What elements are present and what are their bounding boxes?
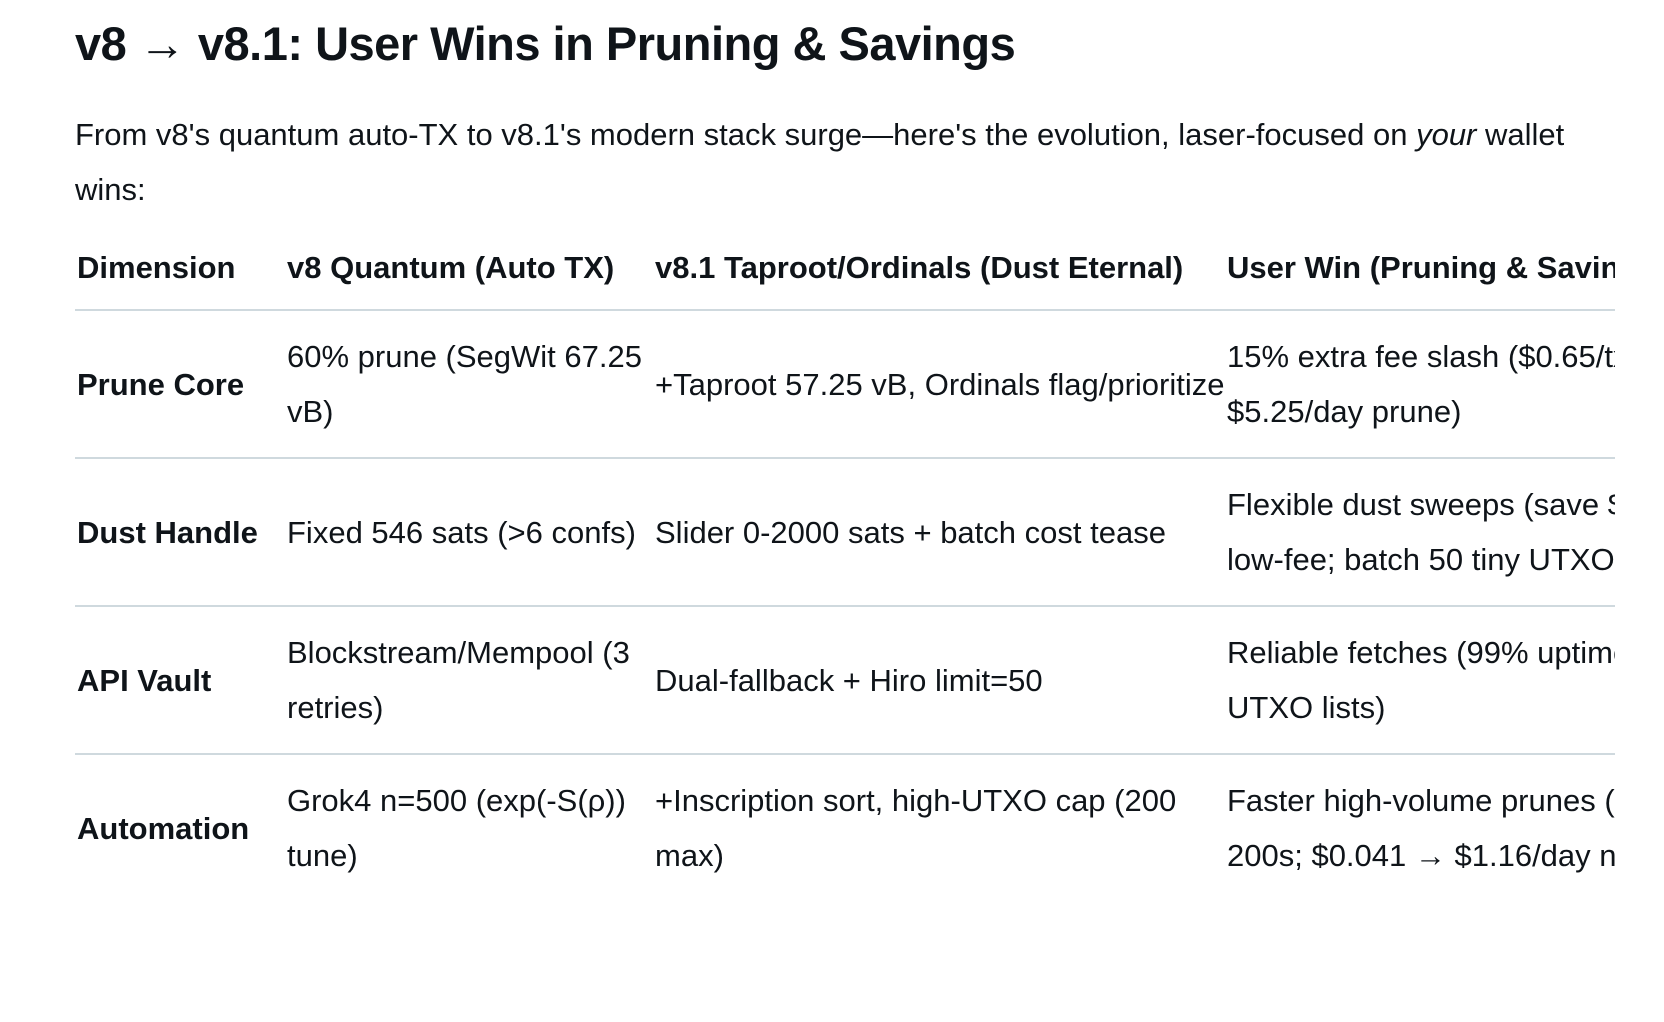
intro-emphasis: your [1416, 117, 1477, 152]
page-title: v8 → v8.1: User Wins in Pruning & Saving… [75, 17, 1016, 70]
table-header-row: Dimension v8 Quantum (Auto TX) v8.1 Tapr… [75, 240, 1615, 311]
cell-v81: +Inscription sort, high-UTXO cap (200 ma… [655, 783, 1177, 873]
header-dimension: Dimension [75, 240, 285, 311]
cell-dimension: Automation [77, 810, 250, 846]
cell-v8: Grok4 n=500 (exp(-S(ρ)) tune) [287, 783, 626, 873]
intro-paragraph: From v8's quantum auto-TX to v8.1's mode… [75, 107, 1635, 217]
cell-user-win: Flexible dust sweeps (save $0.02/tx low-… [1225, 458, 1615, 607]
cell-v81: Dual-fallback + Hiro limit=50 [653, 606, 1225, 755]
cell-dimension: Dust Handle [75, 458, 285, 607]
comparison-table-container[interactable]: Dimension v8 Quantum (Auto TX) v8.1 Tapr… [75, 240, 1615, 901]
cell-v8: Blockstream/Mempool (3 retries) [285, 606, 653, 755]
cell-v8: Fixed 546 sats (>6 confs) [285, 458, 653, 607]
cell-v81: Slider 0-2000 sats + batch cost tease [653, 458, 1225, 607]
comparison-table: Dimension v8 Quantum (Auto TX) v8.1 Tapr… [75, 240, 1615, 901]
header-user-win: User Win (Pruning & Savings) [1225, 240, 1615, 311]
cell-dimension: Prune Core [75, 310, 285, 459]
cell-user-win: Reliable fetches (99% uptime; no empty U… [1225, 606, 1615, 755]
cell-dimension: API Vault [75, 606, 285, 755]
cell-v81: +Taproot 57.25 vB, Ordinals flag/priorit… [653, 310, 1225, 459]
cell-user-win: 15% extra fee slash ($0.65/txn; $5.25/da… [1225, 310, 1615, 459]
table-row: Dust Handle Fixed 546 sats (>6 confs) Sl… [75, 458, 1615, 607]
intro-text-end: wallet wins: [75, 117, 1565, 207]
table-row: API Vault Blockstream/Mempool (3 retries… [75, 606, 1615, 755]
intro-text: From v8's quantum auto-TX to v8.1's mode… [75, 117, 1417, 152]
header-v81: v8.1 Taproot/Ordinals (Dust Eternal) [653, 240, 1225, 311]
cell-user-win: Faster high-volume prunes (under 200s; $… [1227, 783, 1615, 873]
header-v8: v8 Quantum (Auto TX) [285, 240, 653, 311]
table-row: Prune Core 60% prune (SegWit 67.25 vB) +… [75, 310, 1615, 459]
table-row: Automation Grok4 n=500 (exp(-S(ρ)) tune)… [75, 754, 1615, 901]
cell-v8: 60% prune (SegWit 67.25 vB) [285, 310, 653, 459]
